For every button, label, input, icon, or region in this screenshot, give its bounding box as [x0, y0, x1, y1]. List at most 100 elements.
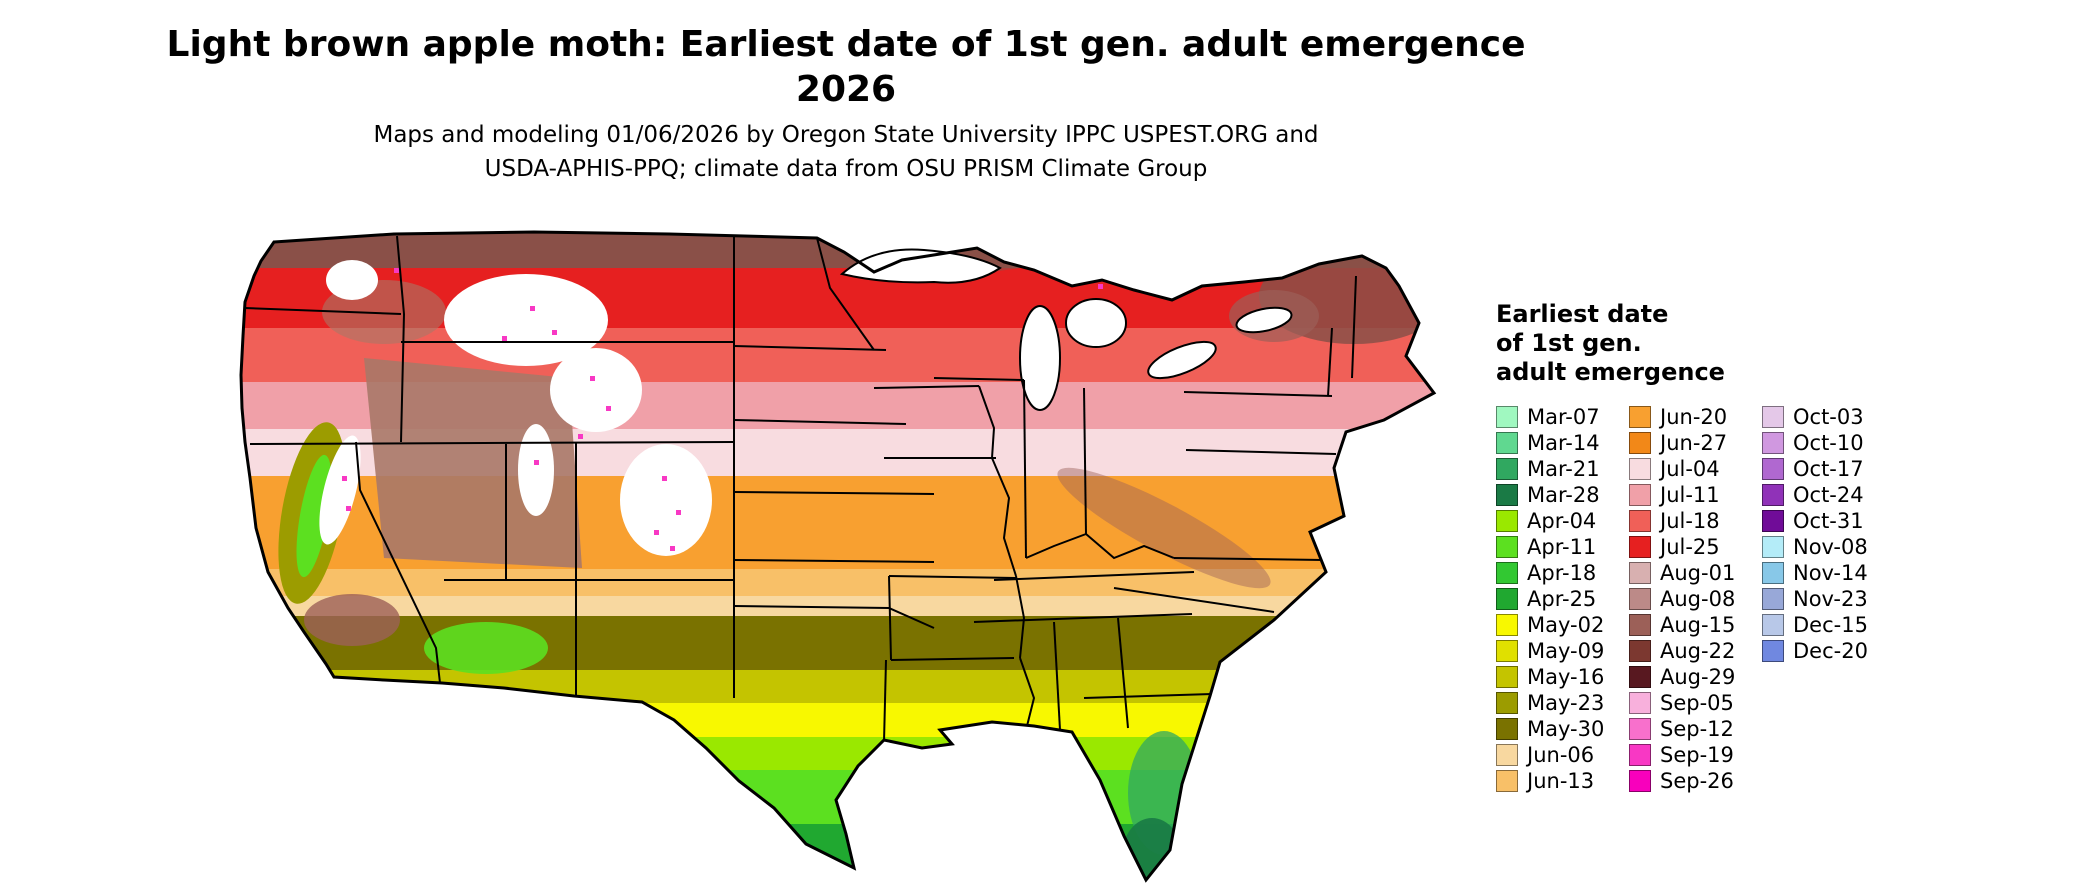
legend-entry: Apr-11 — [1496, 534, 1629, 559]
legend-column: Jun-20 Jun-27 Jul-04 Jul-11 Jul-18 Jul-25 Aug-… — [1629, 404, 1762, 793]
legend-swatch — [1762, 483, 1784, 506]
map-title-year: 2026 — [795, 69, 897, 110]
snow-speck — [346, 506, 351, 511]
legend-swatch — [1496, 639, 1518, 662]
legend-entry: Oct-17 — [1762, 456, 1868, 481]
snow-speck — [662, 476, 667, 481]
legend-column: Mar-07 Mar-14 Mar-21 Mar-28 Apr-04 Apr-11 Apr-… — [1496, 405, 1629, 793]
legend-label: Apr-25 — [1527, 586, 1597, 611]
legend-label: Jun-06 — [1527, 742, 1595, 767]
legend-entry: Sep-05 — [1629, 691, 1762, 715]
legend-entry: Oct-03 — [1762, 404, 1868, 429]
legend-entry: Sep-19 — [1629, 742, 1762, 767]
legend-entry: Aug-01 — [1629, 560, 1762, 585]
legend-swatch — [1496, 405, 1518, 428]
legend-label: Oct-10 — [1793, 430, 1864, 455]
legend-swatch — [1629, 431, 1651, 454]
legend-entry: Oct-24 — [1762, 483, 1868, 507]
us-choropleth-map — [234, 228, 1453, 886]
legend-swatch — [1629, 587, 1651, 610]
legend-entry: May-16 — [1496, 664, 1629, 689]
legend-entry: Jul-11 — [1629, 483, 1762, 507]
legend-label: Apr-04 — [1527, 508, 1597, 533]
region-arizona-desert — [424, 622, 548, 674]
legend-entry: May-09 — [1496, 639, 1629, 663]
legend-entry: Mar-28 — [1496, 483, 1629, 507]
legend-label: Nov-08 — [1793, 534, 1868, 559]
us-outline — [239, 230, 1437, 883]
snow-speck — [342, 476, 347, 481]
legend-swatch — [1496, 769, 1518, 792]
legend-title: Earliest date of 1st gen. adult emergenc… — [1496, 300, 1936, 387]
legend-columns: Mar-07 Mar-14 Mar-21 Mar-28 Apr-04 Apr-11 Apr-… — [1496, 404, 1936, 793]
legend-label: Dec-20 — [1793, 638, 1868, 663]
lake-erie — [1147, 340, 1217, 380]
legend-swatch — [1629, 535, 1651, 558]
map-subtitle-line2: USDA-APHIS-PPQ; climate data from OSU PR… — [484, 156, 1208, 182]
legend-label: Sep-19 — [1660, 742, 1734, 767]
legend-swatch — [1762, 405, 1784, 428]
legend-label: Mar-14 — [1527, 430, 1600, 455]
date-band-Jun-06 — [241, 596, 1434, 616]
legend-entry: Jun-13 — [1496, 769, 1629, 793]
legend-swatch — [1762, 561, 1784, 584]
snow-speck — [606, 406, 611, 411]
legend-entry: May-02 — [1496, 612, 1629, 637]
legend-swatch — [1762, 509, 1784, 532]
legend-label: Jul-25 — [1660, 534, 1720, 559]
lake-superior — [839, 248, 1002, 284]
legend-swatch — [1496, 457, 1518, 480]
snow-wasatch — [518, 424, 554, 516]
snow-speck — [670, 546, 675, 551]
legend-label: May-16 — [1527, 664, 1605, 689]
legend-label: Sep-12 — [1660, 716, 1734, 741]
map-subtitle: Maps and modeling 01/06/2026 by Oregon S… — [0, 118, 1692, 186]
legend-swatch — [1496, 717, 1518, 740]
legend-entry: Sep-26 — [1629, 769, 1762, 793]
legend-label: Aug-15 — [1660, 612, 1736, 637]
legend-column: Oct-03 Oct-10 Oct-17 Oct-24 Oct-31 Nov-08 Nov-… — [1762, 405, 1868, 792]
legend-label: Apr-11 — [1527, 534, 1597, 559]
legend-label: Oct-17 — [1793, 456, 1864, 481]
legend-label: Nov-23 — [1793, 586, 1868, 611]
lake-huron — [1065, 298, 1127, 348]
legend-entry: Oct-31 — [1762, 509, 1868, 533]
legend-entry: Jul-25 — [1629, 534, 1762, 559]
legend-entry: Aug-08 — [1629, 586, 1762, 611]
legend-entry: Jul-18 — [1629, 509, 1762, 533]
legend-swatch — [1629, 639, 1651, 662]
legend-swatch — [1762, 587, 1784, 610]
legend-label: Aug-22 — [1660, 638, 1736, 663]
legend-entry: Jun-27 — [1629, 431, 1762, 455]
legend-label: May-02 — [1527, 612, 1605, 637]
legend-swatch — [1496, 691, 1518, 714]
legend-label: Aug-08 — [1660, 586, 1736, 611]
legend-title-line1: Earliest date — [1496, 300, 1669, 328]
lake-michigan — [1019, 305, 1061, 411]
legend-swatch — [1629, 509, 1651, 532]
legend-label: Oct-03 — [1793, 404, 1864, 429]
legend-label: Dec-15 — [1793, 612, 1868, 637]
snow-north-cascades — [326, 260, 378, 300]
legend-swatch — [1496, 665, 1518, 688]
legend-entry: Apr-04 — [1496, 508, 1629, 533]
us-map-svg — [239, 230, 1437, 883]
legend-swatch — [1629, 665, 1651, 688]
date-band-Jun-13 — [241, 569, 1434, 596]
legend-label: Jun-20 — [1660, 404, 1728, 429]
legend-swatch — [1629, 483, 1651, 506]
legend-label: Aug-01 — [1660, 560, 1736, 585]
legend-swatch — [1629, 457, 1651, 480]
map-subtitle-line1: Maps and modeling 01/06/2026 by Oregon S… — [373, 122, 1319, 148]
legend-entry: Jul-04 — [1629, 457, 1762, 481]
legend-entry: Dec-15 — [1762, 612, 1868, 637]
snow-speck — [976, 238, 981, 243]
legend-title-line2: of 1st gen. — [1496, 329, 1642, 357]
region-great-basin — [364, 358, 582, 568]
legend-swatch — [1629, 769, 1651, 792]
date-band-Apr-04 — [241, 737, 1434, 770]
legend-swatch — [1762, 613, 1784, 636]
legend-swatch — [1496, 535, 1518, 558]
date-band-May-16 — [241, 670, 1434, 703]
